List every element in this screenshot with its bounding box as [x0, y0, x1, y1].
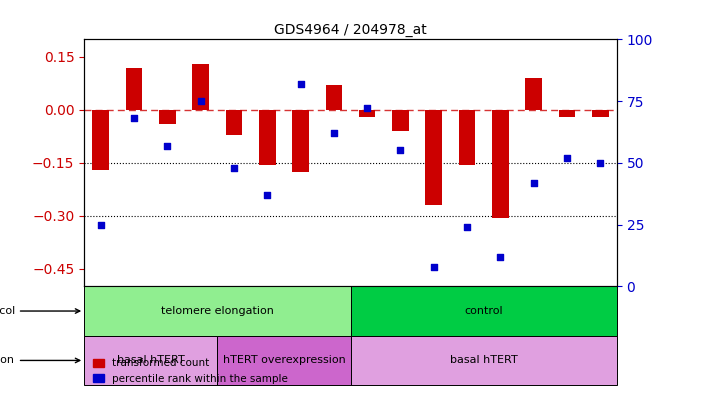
FancyBboxPatch shape	[84, 286, 350, 336]
Bar	[292, 110, 309, 172]
Text: basal hTERT: basal hTERT	[450, 355, 517, 365]
Bar	[125, 68, 142, 110]
Bar	[259, 110, 275, 165]
Point	[594, 160, 606, 166]
Point	[162, 142, 173, 149]
FancyBboxPatch shape	[350, 286, 617, 336]
Text: hTERT overexpression: hTERT overexpression	[222, 355, 346, 365]
Point	[195, 98, 206, 104]
Bar	[192, 64, 209, 110]
Text: genotype/variation: genotype/variation	[0, 355, 80, 365]
Bar	[159, 110, 176, 124]
Text: control: control	[464, 306, 503, 316]
Bar	[93, 110, 109, 170]
Bar	[592, 110, 608, 117]
Bar	[392, 110, 409, 131]
Text: basal hTERT: basal hTERT	[117, 355, 184, 365]
Point	[562, 155, 573, 161]
Point	[461, 224, 472, 230]
Bar	[226, 110, 243, 134]
Point	[261, 192, 273, 198]
Text: telomere elongation: telomere elongation	[161, 306, 274, 316]
Point	[295, 81, 306, 87]
Bar	[492, 110, 509, 217]
Text: protocol: protocol	[0, 306, 80, 316]
Point	[229, 165, 240, 171]
Bar	[525, 78, 542, 110]
FancyBboxPatch shape	[84, 336, 217, 385]
Bar	[559, 110, 576, 117]
Point	[495, 253, 506, 260]
Point	[528, 180, 539, 186]
Point	[428, 263, 440, 270]
Point	[328, 130, 339, 136]
Point	[395, 147, 406, 154]
Point	[95, 221, 107, 228]
Bar	[325, 85, 342, 110]
Title: GDS4964 / 204978_at: GDS4964 / 204978_at	[274, 23, 427, 37]
Bar	[458, 110, 475, 165]
FancyBboxPatch shape	[217, 336, 350, 385]
FancyBboxPatch shape	[350, 336, 617, 385]
Point	[362, 105, 373, 112]
Point	[128, 115, 139, 121]
Legend: transformed count, percentile rank within the sample: transformed count, percentile rank withi…	[89, 354, 292, 388]
Bar	[426, 110, 442, 205]
Bar	[359, 110, 376, 117]
